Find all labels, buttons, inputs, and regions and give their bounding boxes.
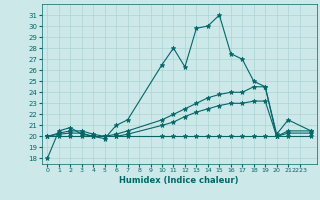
X-axis label: Humidex (Indice chaleur): Humidex (Indice chaleur) xyxy=(119,176,239,185)
